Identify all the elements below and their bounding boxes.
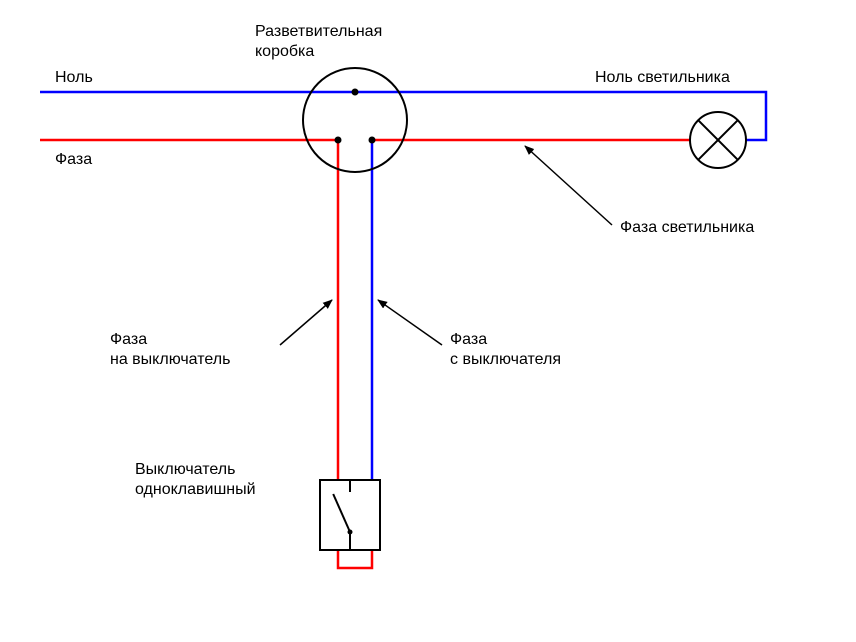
- label-lamp-neutral: Ноль светильника: [595, 68, 730, 88]
- junction-node: [352, 89, 359, 96]
- label-phase: Фаза: [55, 150, 92, 170]
- annotation-arrow: [525, 146, 612, 225]
- label-switch: Выключатель одноклавишный: [135, 460, 256, 500]
- label-phase-from-switch: Фаза с выключателя: [450, 330, 561, 370]
- label-junction-box: Разветвительная коробка: [255, 22, 382, 62]
- label-lamp-phase: Фаза светильника: [620, 218, 754, 238]
- junction-node: [335, 137, 342, 144]
- switch-bottom-link: [338, 550, 372, 568]
- junction-node: [369, 137, 376, 144]
- junction-box: [303, 68, 407, 172]
- switch-pivot: [348, 530, 353, 535]
- label-phase-to-switch: Фаза на выключатель: [110, 330, 230, 370]
- annotation-arrow: [280, 300, 332, 345]
- wiring-diagram: [0, 0, 856, 642]
- label-neutral: Ноль: [55, 68, 93, 88]
- annotation-arrow: [378, 300, 442, 345]
